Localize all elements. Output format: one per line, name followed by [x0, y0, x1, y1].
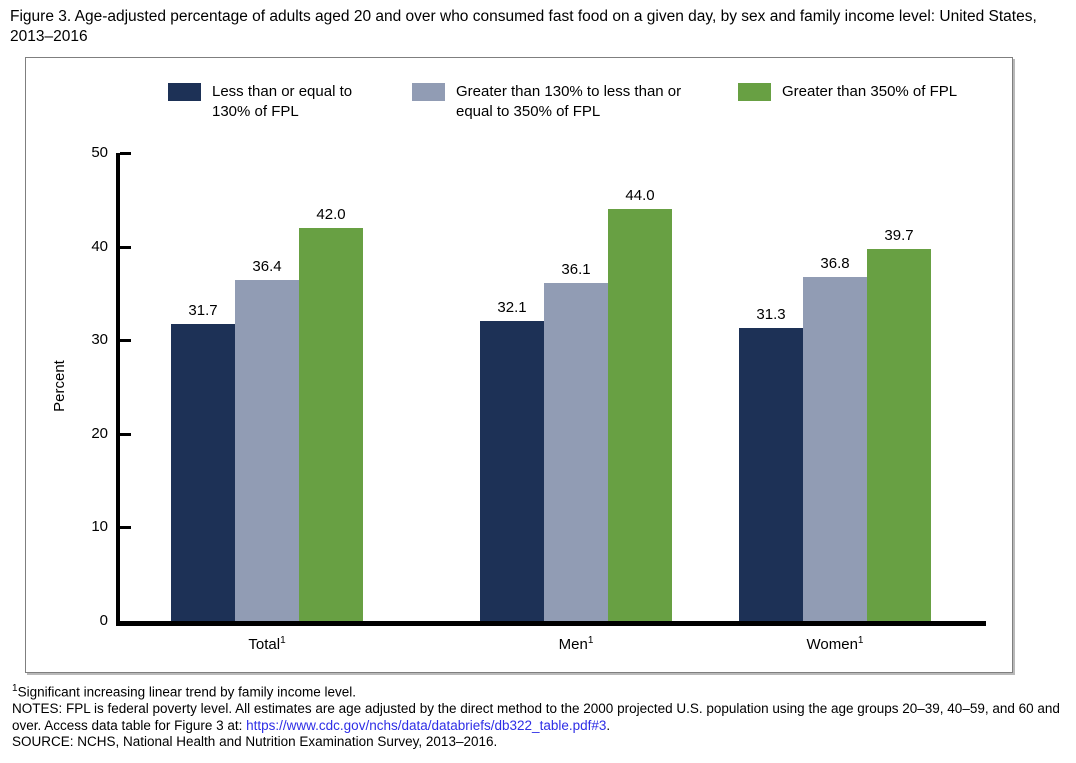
y-tick-label: 40: [91, 237, 108, 255]
y-tick-label: 20: [91, 424, 108, 442]
x-category-sup: 1: [857, 635, 864, 646]
bar-value-label: 32.1: [497, 298, 527, 316]
bar-value-label: 36.1: [561, 261, 591, 279]
data-table-link[interactable]: https://www.cdc.gov/nchs/data/databriefs…: [246, 717, 607, 733]
y-tick-label: 0: [99, 612, 108, 629]
y-tick-label: 50: [91, 144, 108, 161]
legend-item: Greater than 350% of FPL: [738, 82, 957, 102]
x-category-sup: 1: [280, 635, 286, 646]
legend-swatch-icon: [412, 83, 445, 101]
legend-item-label: Greater than 350% of FPL: [782, 83, 958, 100]
bar: [803, 276, 867, 621]
notes-text: NOTES: FPL is federal poverty level. All…: [12, 701, 1060, 733]
bar-value-label: 39.7: [884, 227, 914, 245]
legend-item: Greater than 130% to less than or equal …: [412, 82, 694, 122]
bar: [171, 324, 235, 621]
legend-swatch-icon: [738, 83, 771, 101]
y-axis-tick: [120, 245, 131, 249]
figure-title: Figure 3. Age-adjusted percentage of adu…: [10, 8, 1037, 46]
x-category-label: Men1: [558, 635, 594, 653]
y-tick-label: 30: [91, 331, 108, 349]
bar: [480, 320, 544, 621]
bar-value-label: 31.7: [188, 302, 218, 320]
y-axis-tick: [120, 432, 131, 436]
bar: [235, 280, 299, 621]
bar-value-label: 42.0: [316, 205, 346, 223]
bar: [299, 227, 363, 621]
footnote-1-text: Significant increasing linear trend by f…: [17, 684, 356, 700]
notes-suffix: .: [606, 717, 611, 733]
legend-item: Less than or equal to 130% of FPL: [168, 82, 380, 122]
bar: [544, 283, 608, 621]
bar-value-label: 36.4: [252, 258, 282, 276]
footnote-source: SOURCE: NCHS, National Health and Nutrit…: [12, 734, 498, 749]
bar: [608, 209, 672, 621]
x-category-sup: 1: [587, 635, 594, 646]
y-axis-tick: [120, 152, 131, 155]
footnote-notes: NOTES: FPL is federal poverty level. All…: [12, 701, 1064, 734]
footnotes: 1Significant increasing linear trend by …: [12, 681, 1064, 751]
legend-swatch-icon: [168, 83, 201, 101]
bar: [867, 249, 931, 621]
y-axis-tick: [120, 526, 131, 530]
chart-area: Less than or equal to 130% of FPL Greater…: [25, 57, 1013, 673]
bar-value-label: 36.8: [820, 254, 850, 272]
y-axis-title: Percent: [51, 360, 68, 412]
x-category-label: Total1: [248, 635, 286, 653]
bar-value-label: 44.0: [625, 187, 655, 205]
footnote-1: 1Significant increasing linear trend by …: [12, 681, 1064, 701]
y-axis-tick: [120, 339, 131, 343]
bar: [739, 328, 803, 621]
x-axis-line: [116, 621, 986, 626]
bar-value-label: 31.3: [756, 306, 786, 324]
legend-item-label: Less than or equal to 130% of FPL: [212, 83, 353, 120]
x-category-label: Women1: [806, 635, 864, 653]
legend-item-label: Greater than 130% to less than or equal …: [456, 83, 682, 120]
y-axis-line: [116, 153, 120, 626]
footnote-1-sup: 1: [12, 683, 18, 694]
y-tick-label: 10: [91, 518, 108, 536]
